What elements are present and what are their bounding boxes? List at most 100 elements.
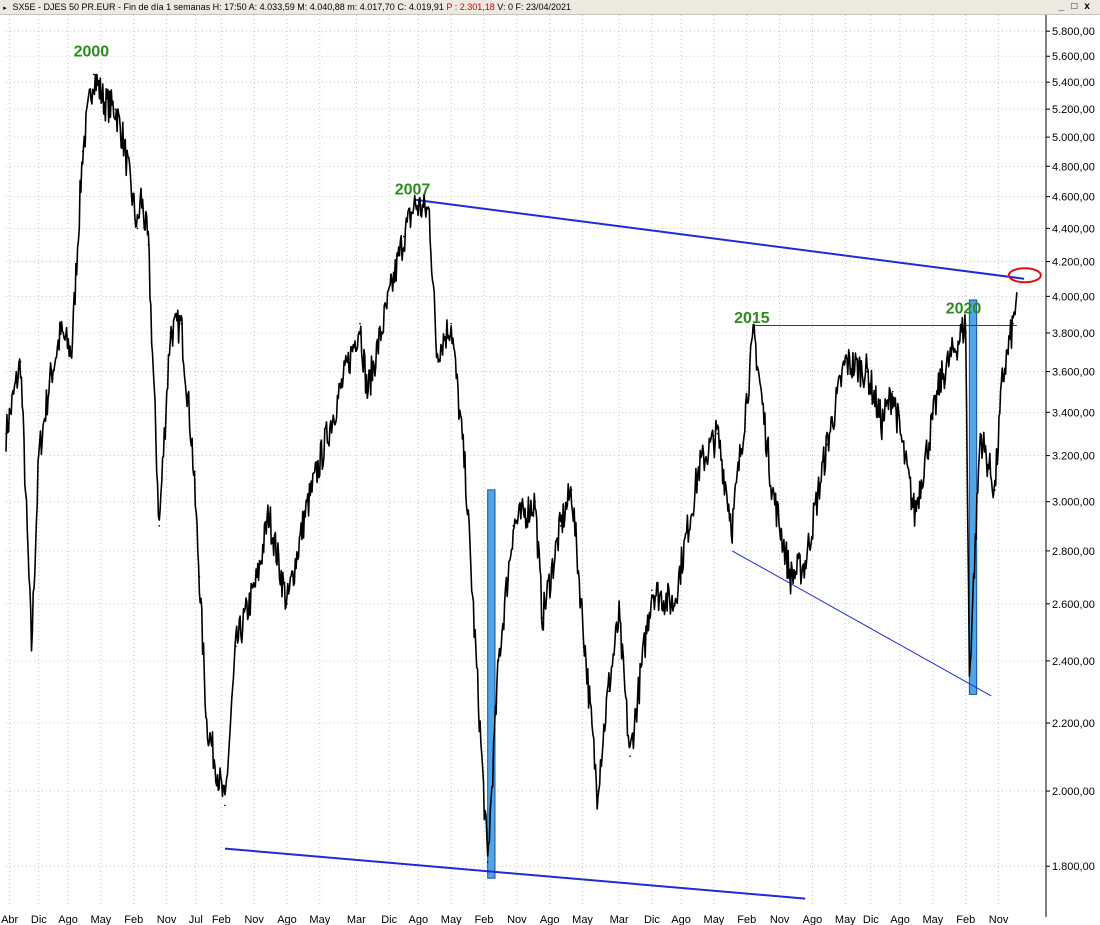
y-tick-label: 1.800,00 [1052, 861, 1095, 873]
x-tick-label: Nov [770, 914, 790, 925]
price-point [38, 454, 40, 457]
price-point [450, 322, 452, 325]
price-point [753, 332, 755, 334]
price-point [629, 755, 631, 758]
y-tick-label: 3.200,00 [1052, 451, 1095, 463]
price-point [136, 227, 139, 230]
price-point [428, 211, 431, 214]
peak-label: 2015 [734, 310, 770, 327]
price-point [205, 722, 208, 724]
y-tick-label: 2.400,00 [1052, 656, 1095, 668]
price-line [5, 73, 1018, 857]
y-tick-label: 4.400,00 [1052, 223, 1095, 235]
price-point [19, 360, 22, 363]
x-tick-label: Abr [1, 914, 18, 925]
x-tick-label: May [922, 914, 943, 925]
x-tick-label: Ago [409, 914, 429, 925]
price-point [731, 525, 733, 527]
window-controls: _ □ x [1057, 0, 1092, 14]
y-tick-label: 5.200,00 [1052, 104, 1095, 116]
x-tick-label: Dic [381, 914, 397, 925]
price-point [771, 489, 774, 491]
price-point [304, 512, 307, 515]
x-tick-label: Feb [956, 914, 975, 925]
price-point [402, 235, 405, 238]
x-tick-label: Dic [644, 914, 660, 925]
highlight-bar [487, 489, 496, 879]
price-point [464, 477, 467, 480]
price-point [607, 690, 609, 693]
price-point [534, 500, 536, 503]
price-point [92, 73, 95, 76]
price-point [366, 390, 369, 393]
price-point [804, 562, 806, 565]
x-tick-label: May [572, 914, 593, 925]
price-point [968, 675, 971, 677]
price-point [1016, 292, 1018, 294]
y-tick-label: 2.200,00 [1052, 718, 1095, 730]
y-tick-label: 5.400,00 [1052, 77, 1095, 89]
close-icon[interactable]: x [1084, 1, 1091, 12]
x-tick-label: Nov [244, 914, 264, 925]
peak-label: 2020 [946, 301, 982, 318]
y-tick-label: 2.600,00 [1052, 599, 1095, 611]
x-tick-label: Mar [610, 914, 629, 925]
price-series [5, 73, 1018, 864]
price-point [30, 645, 33, 647]
x-tick-label: Dic [31, 914, 47, 925]
price-point [939, 380, 941, 383]
price-point [413, 203, 416, 206]
x-tick-label: Ago [890, 914, 910, 925]
price-point [81, 150, 84, 153]
peak-label: 2007 [395, 181, 431, 198]
trendline [224, 847, 806, 900]
price-point [596, 790, 598, 792]
x-axis: Abr Dic Ago May Feb Nov Jul Feb Nov Ago May Mar Dic A… [1, 914, 1009, 925]
price-point [891, 390, 894, 393]
annotation-ellipse [1007, 267, 1042, 284]
close-value: C: 4.019,91 [397, 2, 444, 12]
y-tick-label: 5.000,00 [1052, 132, 1095, 144]
x-tick-label: Feb [737, 914, 756, 925]
price-point [716, 432, 719, 435]
price-point [5, 432, 7, 435]
open-value: A: 4.033,59 [248, 2, 295, 12]
y-tick-label: 3.800,00 [1052, 328, 1095, 340]
x-tick-label: Ago [671, 914, 691, 925]
high-value: M: 4.040,88 [297, 2, 345, 12]
price-point [913, 512, 916, 515]
price-point [169, 332, 172, 334]
x-tick-label: Feb [124, 914, 143, 925]
price-point [672, 602, 675, 605]
price-point [224, 804, 226, 807]
price-point [570, 489, 573, 491]
price-point [114, 108, 117, 110]
trendline [731, 550, 992, 697]
highlight-bar [968, 299, 978, 695]
trendline [414, 198, 1025, 280]
x-tick-label: May [835, 914, 856, 925]
maximize-icon[interactable]: □ [1071, 1, 1079, 12]
y-tick-label: 4.200,00 [1052, 257, 1095, 269]
price-point [698, 466, 701, 468]
price-point [880, 422, 883, 424]
highlight-bars [487, 299, 978, 879]
price-point [497, 660, 500, 662]
y-axis: 5.800,00 5.600,00 5.400,00 5.200,00 5.000,00… [1045, 15, 1095, 917]
minimize-icon[interactable]: _ [1058, 1, 1066, 12]
x-tick-label: Ago [277, 914, 297, 925]
price-chart: 2000 2007 2015 2020 5.800,00 5.600,00 5.400,0… [1, 15, 1095, 925]
price-point [267, 512, 270, 515]
price-point [329, 422, 332, 424]
x-tick-label: May [90, 914, 111, 925]
y-tick-label: 4.800,00 [1052, 161, 1095, 173]
y-tick-label: 3.600,00 [1052, 367, 1095, 379]
menu-arrow-icon[interactable]: ▸ [3, 5, 7, 12]
price-point [651, 589, 653, 591]
y-tick-label: 2.000,00 [1052, 786, 1095, 798]
x-tick-label: Feb [475, 914, 494, 925]
y-tick-label: 5.600,00 [1052, 51, 1095, 63]
x-tick-label: Jul [189, 914, 203, 925]
y-tick-label: 4.600,00 [1052, 192, 1095, 204]
annotations: 2000 2007 2015 2020 [74, 43, 1042, 327]
